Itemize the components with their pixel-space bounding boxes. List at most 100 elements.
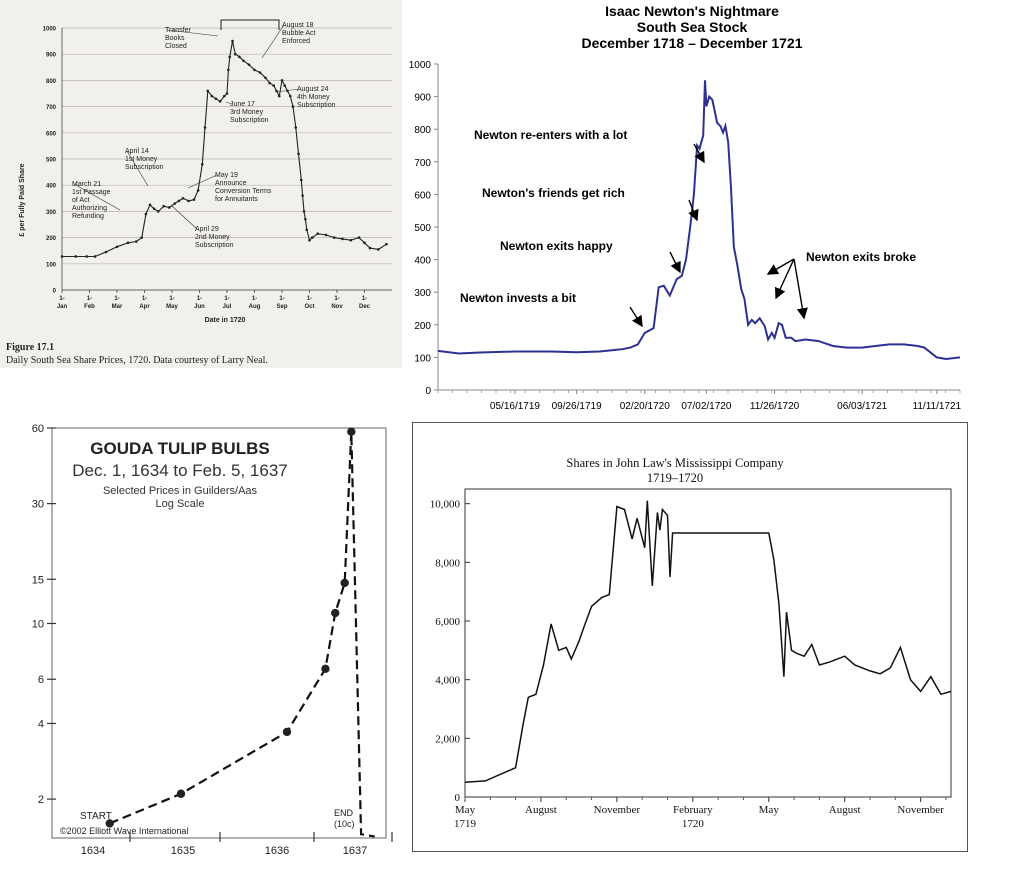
data-point [218,100,222,103]
data-point [200,162,204,166]
annotation-arrow [225,101,233,105]
data-point [363,241,366,245]
x-tick-label-line: Nov [331,304,343,310]
x-tick-label: 02/20/1720 [620,401,670,412]
annotation-label: START [80,811,112,822]
data-point [196,189,200,192]
annotation-label: June 17 3rd Money Subscription [230,101,269,124]
y-axis-label: £ per Fully Paid Share [19,163,26,236]
data-point [277,94,281,98]
annotation-arrow [629,306,643,328]
x-tick-label: 1635 [171,845,195,857]
data-point [238,55,241,59]
data-point [144,212,148,216]
annotation-label-line: Transfer [165,27,191,34]
plot-frame [51,427,387,839]
data-point [227,68,230,72]
y-tick-label: 600 [414,190,431,201]
annotation-label-line: Announce [215,180,247,187]
data-point [283,84,287,87]
y-tick-label: 700 [414,158,431,169]
x-tick-label: August [829,804,861,816]
data-point [297,152,300,156]
x-tick-label: 06/03/1721 [837,401,887,412]
annotation-label-line: Subscription [125,164,164,171]
annotation-arrow [766,258,795,275]
y-tick-label: 900 [46,53,57,59]
gouda-tulip-chart: 2 4 6 10 15 30 60 1634 1635 1636 1637 GOUDA TULIP … [32,423,393,857]
x-tick-label: 1- Jul [223,296,232,310]
y-tick-label: 400 [414,256,431,267]
annotation-label-line: Closed [165,43,187,50]
data-point [187,199,190,203]
chart-title-line: Shares in John Law's Mississippi Company [566,456,784,470]
x-tick-label-line: 1- [142,296,147,302]
data-point [247,63,251,66]
y-tick-label: 600 [46,131,57,137]
annotation-label-line: Subscription [195,242,234,249]
x-axis-label: Date in 1720 [205,317,246,324]
x-tick-label: 1- Oct [304,296,314,310]
x-tick-label-line: 1- [362,296,367,302]
x-tick-label: 1637 [343,845,367,857]
data-point [176,789,186,798]
x-tick-label: 05/16/1719 [490,401,540,412]
data-point [340,578,349,588]
data-point [140,236,144,239]
annotation-arrow [688,199,699,222]
annotation-label-line: 2nd Money [195,234,230,241]
y-tick-label: 6,000 [435,616,460,628]
data-point [302,210,306,213]
annotation-label-line: Enforced [282,38,310,45]
y-tick-label: 800 [414,125,431,136]
annotation-label: Transfer Books Closed [165,27,191,50]
annotation-label-line: April 29 [195,226,219,233]
annotation-label-line: March 21 [72,181,101,188]
data-point [321,664,330,674]
data-point [85,255,89,258]
x-tick-label: 07/02/1720 [681,401,731,412]
annotation-label: Newton invests a bit [460,291,576,305]
y-tick-label: 100 [46,262,57,268]
annotation-label: March 21 1st Passage of Act Authorizing Refu… [72,181,111,220]
newton-nightmare-chart: Isaac Newton's Nightmare South Sea Stock D… [409,3,962,412]
y-tick-label: 1000 [409,60,432,71]
data-point [341,237,344,241]
x-tick-label: 1- Jan [57,296,68,310]
x-tick-label: November [594,804,641,816]
y-tick-label: 0 [455,792,461,804]
annotation-label-line: August 24 [297,86,329,93]
y-tick-label: 300 [414,288,431,299]
annotation-label-line: Subscription [230,117,269,124]
annotation-label-line: of Act [72,197,90,204]
x-tick-label-line: Feb [84,304,95,310]
x-tick-label-line: Jun [194,304,205,310]
x-tick-label-line: February [673,804,713,816]
data-point [181,197,185,200]
mississippi-company-panel: Shares in John Law's Mississippi Company… [412,422,968,852]
data-point [294,126,298,129]
data-point [115,245,119,249]
data-point [268,81,271,85]
y-tick-label: 200 [414,321,431,332]
data-point [308,238,311,242]
data-point [210,94,214,98]
y-tick-label: 200 [46,236,57,242]
annotation-arrow [693,143,705,164]
y-tick-label: 8,000 [435,557,460,569]
data-point [357,236,361,239]
x-tick-label-line: 1720 [682,818,705,830]
x-tick-label: August [525,804,557,816]
annotation-label: Newton exits happy [500,239,613,253]
x-tick-label-line: 1- [197,296,202,302]
x-tick-label-line: 1- [334,296,339,302]
x-tick-label-line: May [166,304,178,310]
data-point [225,92,229,95]
x-tick-label-line: Sep [276,304,287,310]
data-point [347,427,356,436]
annotation-label-line: 3rd Money [230,109,264,116]
x-tick-label-line: Jul [223,304,232,310]
chart-subtitle-2-line: Log Scale [156,498,205,510]
x-tick-label: 1636 [265,845,289,857]
data-point [331,608,340,618]
